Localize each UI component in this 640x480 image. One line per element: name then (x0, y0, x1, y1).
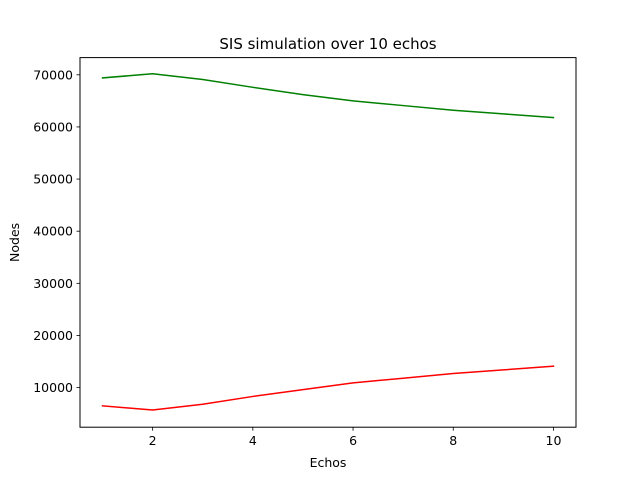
x-tick-label: 4 (249, 433, 257, 448)
y-tick-label: 40000 (33, 224, 73, 239)
series-line-1 (101, 73, 555, 119)
series-line-2 (101, 365, 555, 411)
x-tick-label: 8 (449, 433, 457, 448)
axes-frame (79, 57, 577, 428)
x-tick-label: 10 (546, 433, 562, 448)
y-tick-label: 70000 (33, 67, 73, 82)
x-axis: 2 4 6 8 10 (149, 427, 562, 448)
x-tick-label: 2 (149, 433, 157, 448)
y-tick-label: 30000 (33, 276, 73, 291)
y-tick-label: 20000 (33, 328, 73, 343)
y-tick-label: 10000 (33, 380, 73, 395)
chart-title: SIS simulation over 10 echos (219, 35, 436, 53)
y-axis-label: Nodes (7, 223, 22, 262)
y-tick-label: 60000 (33, 119, 73, 134)
x-tick-label: 6 (349, 433, 357, 448)
y-axis: 10000 20000 30000 40000 50000 60000 70000 (33, 67, 80, 395)
x-axis-label: Echos (310, 455, 347, 470)
plot-area (101, 73, 555, 411)
y-tick-label: 50000 (33, 172, 73, 187)
